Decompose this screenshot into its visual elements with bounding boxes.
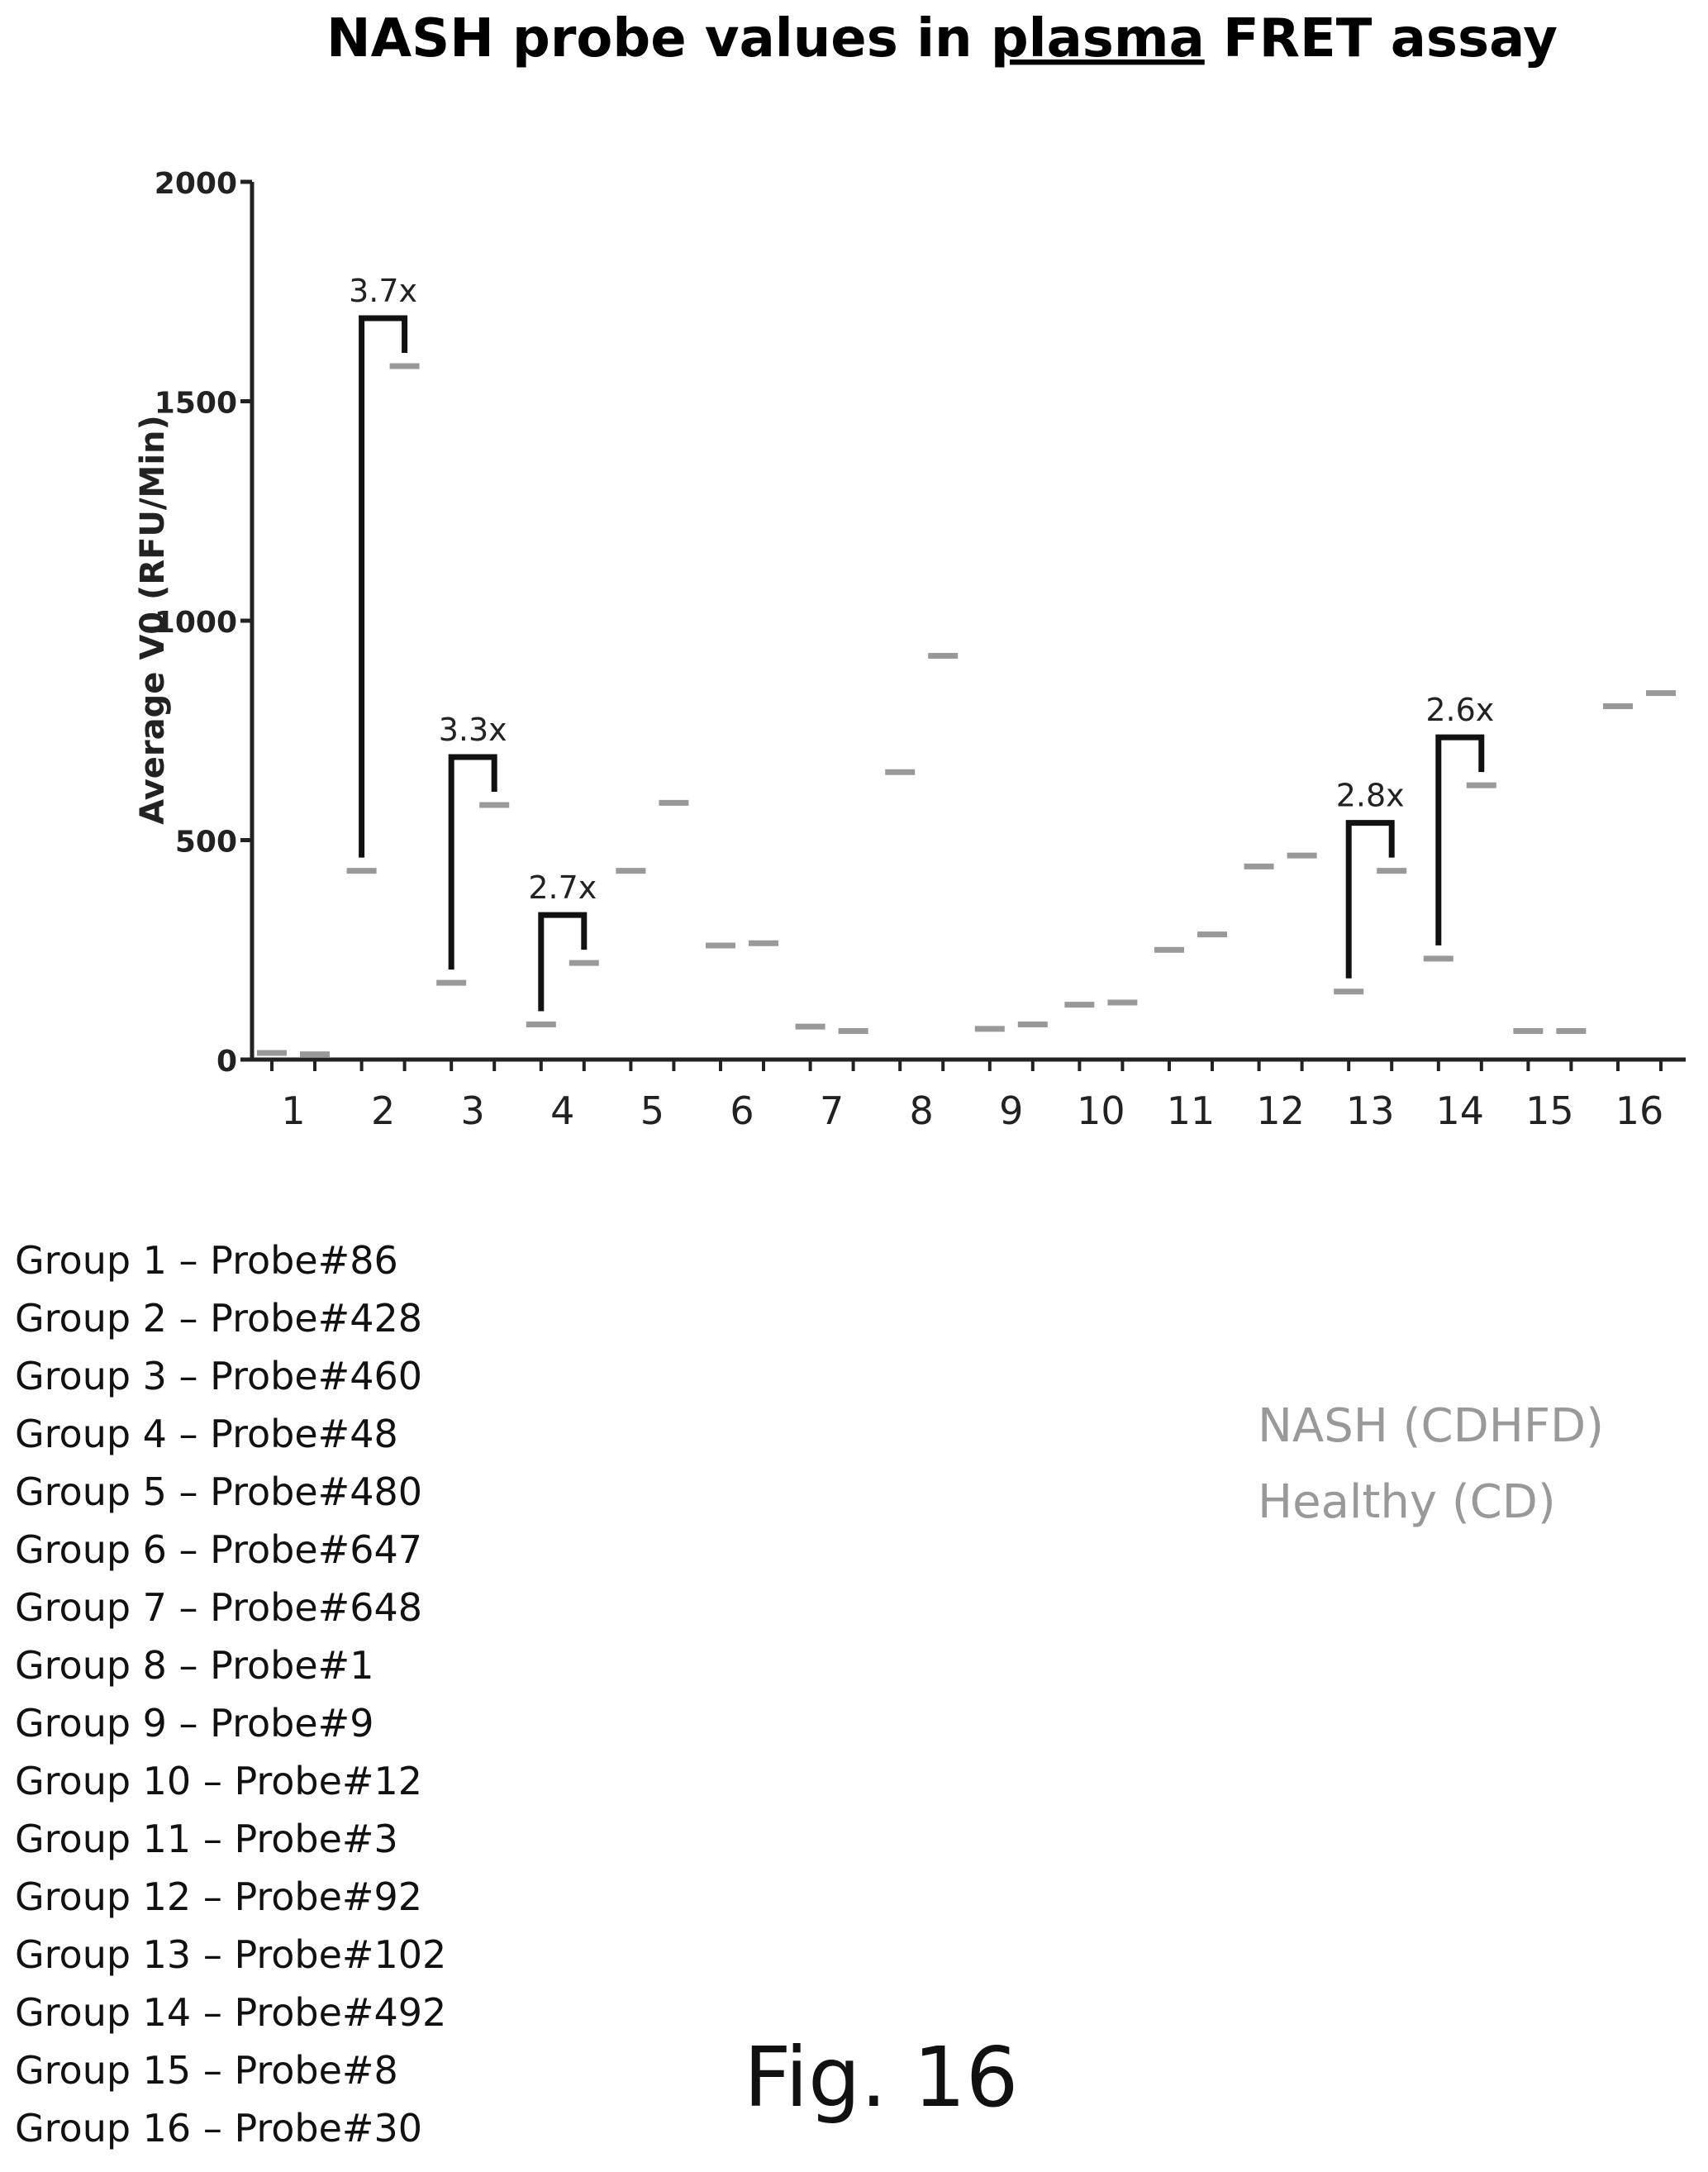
y-tick-label: 1500: [155, 387, 237, 421]
chart: NASH probe values in plasma FRET assay A…: [134, 8, 1686, 1133]
fold-change-bracket: [1435, 734, 1485, 945]
x-tick-label: 8: [910, 1088, 934, 1133]
fold-change-bracket: [448, 754, 497, 970]
title-part-3: FRET assay: [1205, 8, 1558, 69]
x-tick-label: 9: [999, 1088, 1023, 1133]
x-tick-label: 4: [550, 1088, 574, 1133]
y-axis-label: Average V0 (RFU/Min): [134, 415, 172, 825]
group-item: Group 12 – Probe#92: [15, 1874, 422, 1919]
group-item: Group 1 – Probe#86: [15, 1238, 398, 1283]
x-tick-label: 2: [371, 1088, 395, 1133]
group-list: Group 1 – Probe#86 Group 2 – Probe#428 Gro…: [15, 1231, 446, 2157]
group-item: Group 14 – Probe#492: [15, 1990, 447, 2035]
x-tick-label: 11: [1167, 1088, 1216, 1133]
fold-change-label: 2.7x: [528, 869, 597, 906]
group-item: Group 8 – Probe#1: [15, 1643, 374, 1688]
x-tick-label: 5: [640, 1088, 664, 1133]
x-tick-label: 1: [281, 1088, 305, 1133]
fold-change-bracket: [359, 315, 408, 858]
group-item: Group 7 – Probe#648: [15, 1585, 422, 1630]
y-tick-label: 2000: [155, 167, 237, 201]
y-tick-label: 500: [175, 826, 237, 860]
y-tick-label: 0: [216, 1045, 237, 1079]
fold-change-label: 3.3x: [439, 712, 507, 748]
x-tick-label: 3: [461, 1088, 485, 1133]
group-item: Group 6 – Probe#647: [15, 1527, 422, 1572]
group-item: Group 10 – Probe#12: [15, 1759, 422, 1803]
group-item: Group 16 – Probe#30: [15, 2106, 422, 2151]
group-item: Group 3 – Probe#460: [15, 1354, 422, 1398]
group-item: Group 11 – Probe#3: [15, 1817, 398, 1861]
figure-label: Fig. 16: [744, 2029, 1019, 2126]
group-item: Group 5 – Probe#480: [15, 1469, 422, 1514]
group-item: Group 15 – Probe#8: [15, 2048, 398, 2093]
fold-change-label: 2.6x: [1425, 692, 1494, 728]
x-tick-label: 12: [1256, 1088, 1305, 1133]
x-tick-label: 10: [1077, 1088, 1125, 1133]
legend-item-healthy: Healthy (CD): [1258, 1475, 1556, 1529]
group-item: Group 4 – Probe#48: [15, 1412, 398, 1456]
fold-change-bracket: [1345, 820, 1395, 979]
x-tick-label: 13: [1346, 1088, 1395, 1133]
fold-change-bracket: [538, 912, 588, 1012]
title-part-2: plasma: [991, 8, 1205, 69]
group-item: Group 2 – Probe#428: [15, 1296, 422, 1341]
fold-change-label: 3.7x: [349, 273, 417, 309]
x-tick-label: 14: [1436, 1088, 1485, 1133]
x-tick-label: 6: [730, 1088, 754, 1133]
legend: NASH (CDHFD) Healthy (CD): [1258, 1388, 1604, 1541]
x-tick-label: 15: [1525, 1088, 1574, 1133]
y-tick-label: 1000: [155, 606, 237, 640]
x-tick-label: 7: [820, 1088, 844, 1133]
chart-title: NASH probe values in plasma FRET assay: [326, 8, 1558, 69]
title-part-1: NASH probe values in: [326, 8, 991, 69]
group-item: Group 9 – Probe#9: [15, 1701, 374, 1746]
legend-item-nash: NASH (CDHFD): [1258, 1399, 1605, 1453]
fold-change-label: 2.8x: [1336, 778, 1405, 814]
group-item: Group 13 – Probe#102: [15, 1932, 447, 1977]
x-tick-label: 16: [1615, 1088, 1664, 1133]
